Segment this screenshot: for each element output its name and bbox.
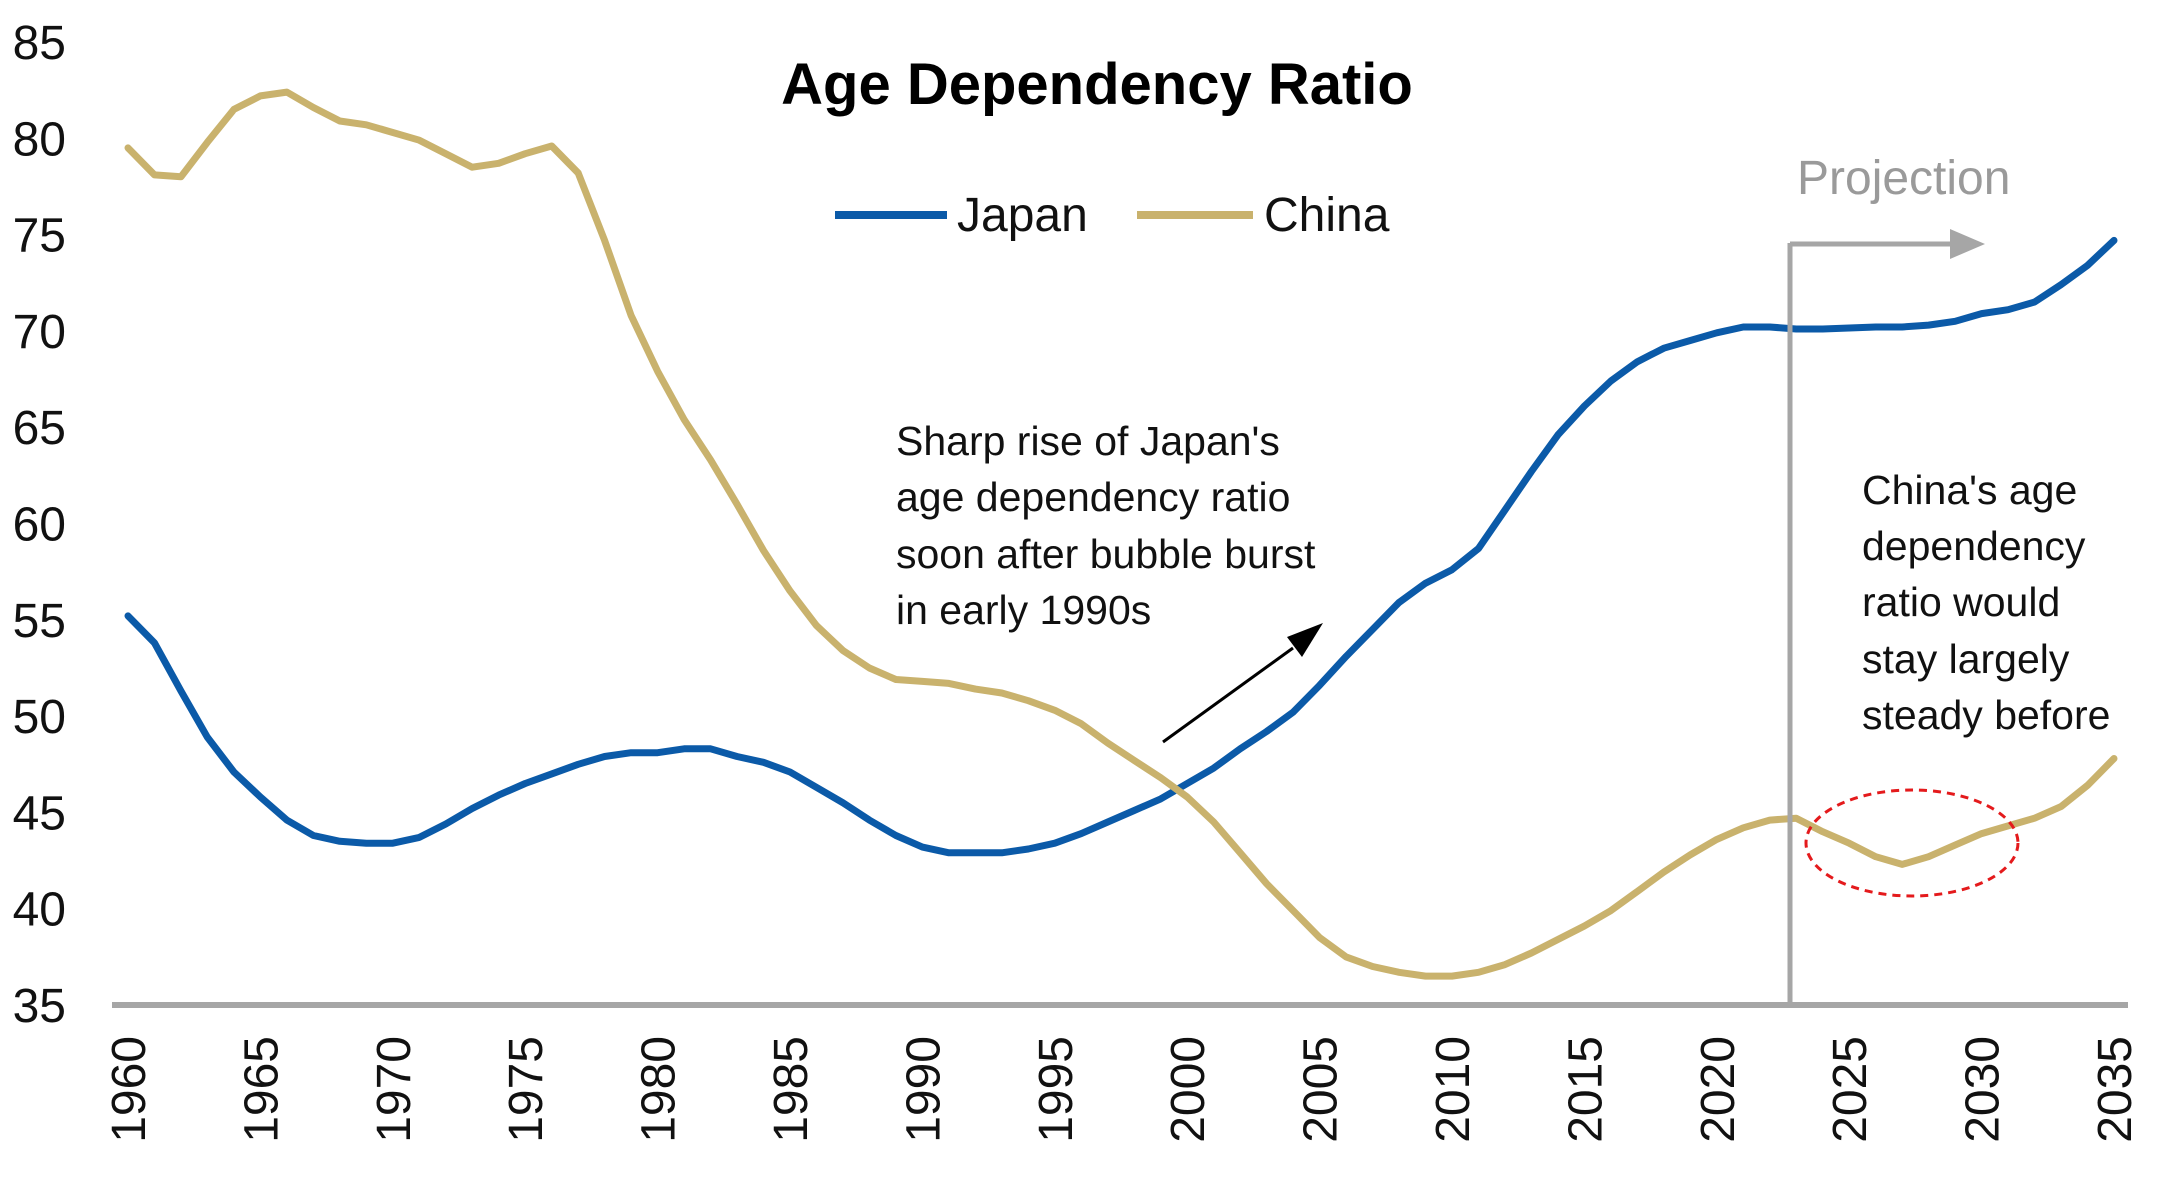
- chart-title: Age Dependency Ratio: [781, 52, 1413, 117]
- x-tick-label: 1975: [500, 1036, 553, 1143]
- china-note-line-3: ratio would: [1862, 579, 2060, 625]
- x-tick-label: 2010: [1427, 1036, 1480, 1143]
- x-tick-label: 2000: [1162, 1036, 1215, 1143]
- y-tick-label: 50: [13, 691, 66, 744]
- projection-label: Projection: [1797, 152, 2010, 205]
- x-tick-label: 1965: [235, 1036, 288, 1143]
- y-tick-label: 35: [13, 980, 66, 1033]
- y-tick-label: 80: [13, 113, 66, 166]
- japan-note-line-4: in early 1990s: [896, 587, 1151, 633]
- x-axis-ticks: 1960 1965 1970 1975 1980 1985 1990 1995 2000 2005…: [103, 1036, 2142, 1143]
- japan-note-line-2: age dependency ratio: [896, 474, 1290, 520]
- japan-annotation: Sharp rise of Japan's age dependency rat…: [896, 418, 1323, 744]
- y-tick-label: 40: [13, 884, 66, 937]
- china-annotation: China's age dependency ratio would stay …: [1804, 467, 2110, 898]
- y-tick-label: 70: [13, 306, 66, 359]
- series-line-japan: [124, 236, 2118, 857]
- legend-label-china: China: [1264, 189, 1390, 242]
- y-tick-label: 45: [13, 787, 66, 840]
- x-tick-label: 1990: [897, 1036, 950, 1143]
- china-dip-highlight-ellipse: [1804, 788, 2020, 898]
- series-layer: [124, 88, 2118, 980]
- y-tick-label: 55: [13, 595, 66, 648]
- legend-label-japan: Japan: [957, 189, 1088, 242]
- china-note-line-1: China's age: [1862, 467, 2077, 513]
- x-tick-label: 2005: [1295, 1036, 1348, 1143]
- japan-note-line-3: soon after bubble burst: [896, 531, 1316, 577]
- x-tick-label: 1985: [765, 1036, 818, 1143]
- y-tick-label: 65: [13, 402, 66, 455]
- china-note-line-4: stay largely: [1862, 636, 2070, 682]
- japan-note-line-1: Sharp rise of Japan's: [896, 418, 1280, 464]
- legend: Japan China: [835, 189, 1390, 242]
- x-tick-label: 1970: [368, 1036, 421, 1143]
- x-tick-label: 1980: [633, 1036, 686, 1143]
- projection-arrow-head: [1950, 229, 1985, 259]
- x-tick-label: 1960: [103, 1036, 156, 1143]
- y-axis-ticks: 35 40 45 50 55 60 65 70 75 80 85: [13, 17, 66, 1033]
- y-tick-label: 75: [13, 210, 66, 263]
- x-tick-label: 2020: [1692, 1036, 1745, 1143]
- y-tick-label: 85: [13, 17, 66, 70]
- y-tick-label: 60: [13, 499, 66, 552]
- japan-note-arrow-head: [1287, 623, 1323, 657]
- series-line-china: [124, 88, 2118, 980]
- x-tick-label: 2025: [1824, 1036, 1877, 1143]
- japan-note-arrow-shaft: [1162, 646, 1294, 744]
- x-tick-label: 2015: [1559, 1036, 1612, 1143]
- x-tick-label: 1995: [1030, 1036, 1083, 1143]
- x-tick-label: 2030: [1957, 1036, 2010, 1143]
- projection-marker: Projection: [1787, 152, 2010, 1005]
- x-tick-label: 2035: [2089, 1036, 2142, 1143]
- china-note-line-5: steady before: [1862, 692, 2110, 738]
- china-note-line-2: dependency: [1862, 523, 2086, 569]
